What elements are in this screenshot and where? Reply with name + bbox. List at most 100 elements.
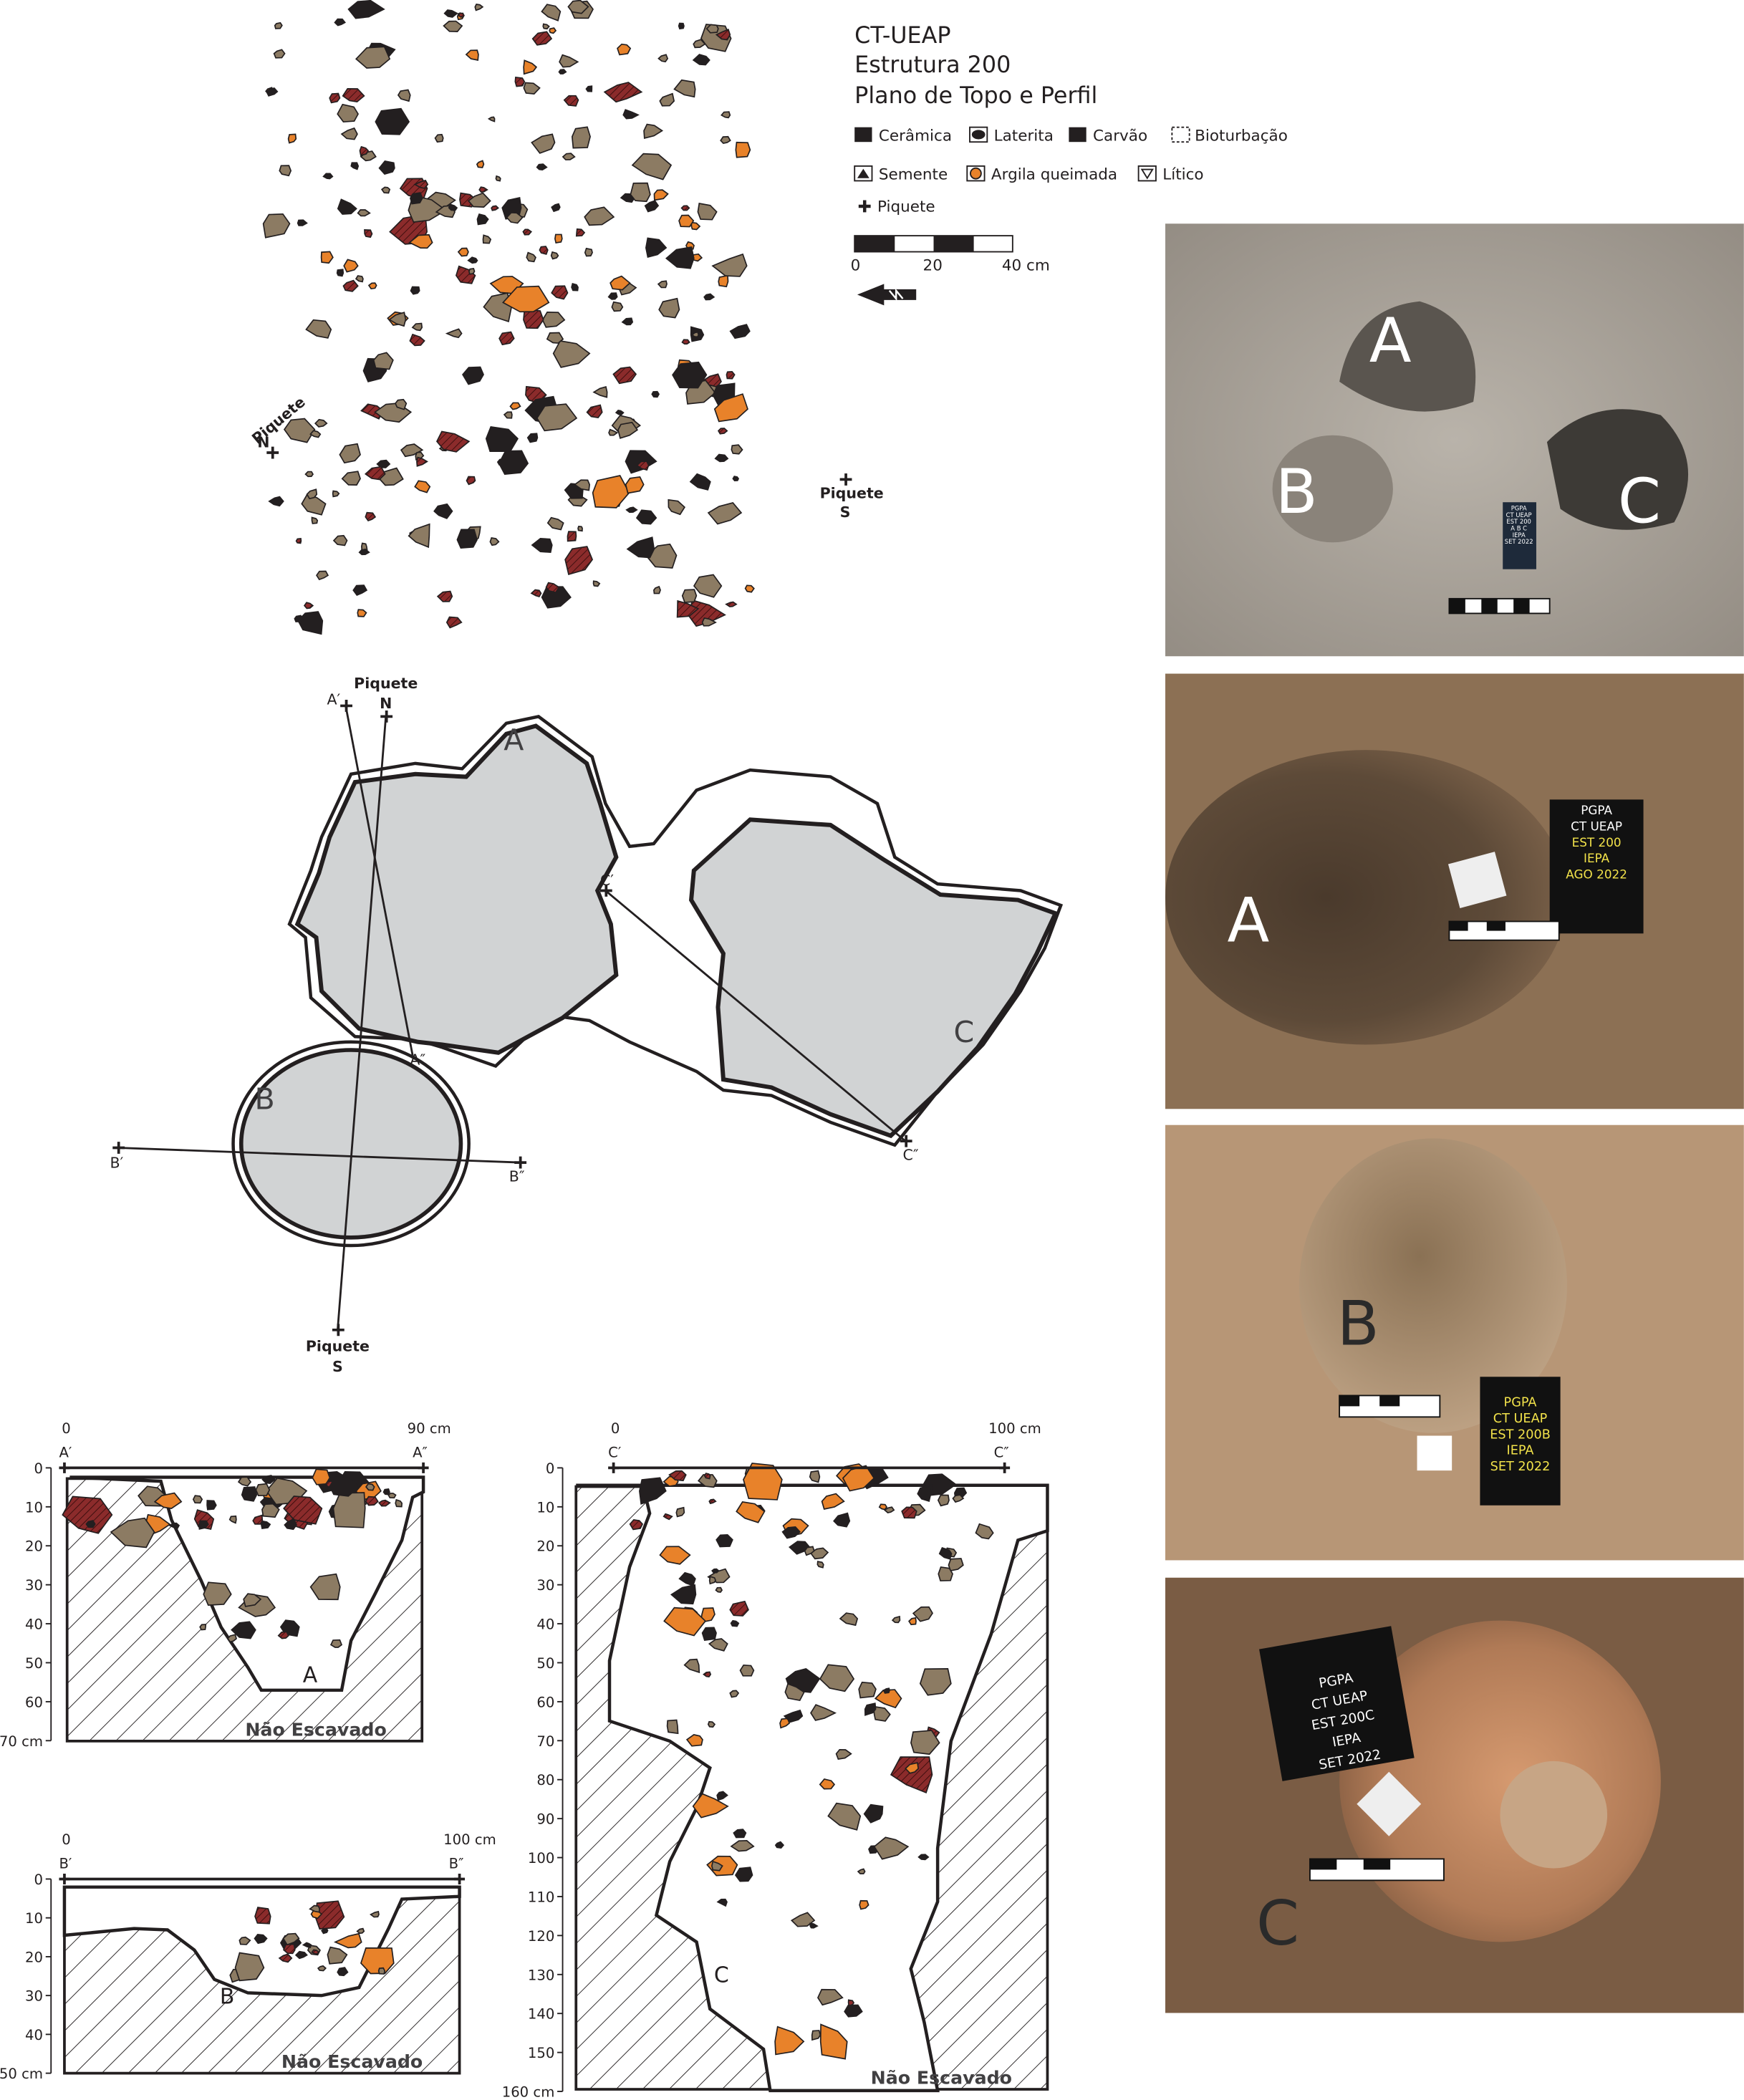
inclusion — [327, 1946, 348, 1965]
inclusion — [198, 1520, 209, 1530]
inclusion — [199, 1624, 207, 1631]
inclusion — [549, 27, 557, 34]
point-label: A″ — [410, 1051, 425, 1069]
inclusion — [617, 43, 632, 56]
inclusion — [458, 12, 465, 18]
north-arrow — [857, 284, 917, 306]
inclusion — [663, 1607, 707, 1637]
inclusion — [377, 1967, 386, 1975]
inclusion — [783, 1709, 804, 1723]
inclusion — [701, 617, 717, 627]
profile-inclusions — [62, 1463, 994, 2060]
inclusion — [703, 293, 716, 301]
inclusion — [554, 233, 563, 244]
inclusion — [536, 403, 578, 432]
inclusion — [575, 228, 586, 237]
inclusion — [873, 1836, 910, 1860]
inclusion — [584, 247, 593, 257]
inclusion — [673, 79, 696, 98]
inclusion — [710, 1860, 723, 1872]
inclusion — [678, 22, 685, 30]
inclusion — [445, 328, 463, 339]
inclusion — [668, 498, 685, 516]
inclusion — [266, 87, 279, 97]
icon — [1140, 168, 1154, 180]
photo — [1165, 1577, 1744, 2013]
x-label: 0 — [62, 1831, 71, 1848]
depth-label: 70 cm — [0, 1733, 43, 1750]
inclusion — [550, 251, 559, 260]
inclusion — [541, 312, 566, 328]
legend: Cerâmica Laterita Carvão Bioturbação Sem… — [851, 126, 1288, 306]
inclusion — [678, 214, 695, 228]
inclusion — [487, 116, 496, 122]
inclusion — [352, 584, 368, 597]
inclusion — [262, 213, 291, 239]
inclusion — [317, 1965, 327, 1972]
inclusion — [567, 0, 589, 14]
depth-label: 110 — [528, 1889, 554, 1905]
inclusion — [514, 76, 526, 87]
profile-c — [574, 1483, 1049, 2093]
inclusion — [443, 9, 458, 18]
end-label: B′ — [59, 1856, 72, 1872]
depth-label: 20 — [25, 1949, 43, 1965]
depth-label: 30 — [536, 1577, 554, 1594]
inclusion — [365, 511, 377, 522]
plan-outline — [112, 700, 1064, 1336]
icon — [1171, 126, 1190, 143]
inclusion — [901, 1506, 917, 1519]
inclusion — [577, 525, 583, 532]
inclusion — [874, 1689, 902, 1709]
inclusion — [717, 428, 728, 435]
inclusion — [358, 548, 370, 556]
inclusion — [388, 312, 407, 327]
inclusion — [681, 589, 698, 603]
inclusion — [625, 506, 638, 514]
inclusion — [340, 127, 358, 140]
photo — [1165, 673, 1744, 1109]
inclusion — [387, 1493, 397, 1499]
depth-label: 80 — [536, 1772, 554, 1788]
inclusion — [400, 443, 424, 458]
inclusion — [663, 1513, 673, 1521]
inclusion — [377, 1499, 391, 1507]
inclusion — [361, 542, 368, 551]
inclusion — [320, 251, 334, 264]
inclusion — [375, 107, 410, 135]
inclusion — [639, 1477, 667, 1505]
inclusion — [530, 589, 542, 598]
inclusion — [912, 1606, 934, 1622]
inclusion — [630, 182, 651, 203]
x-label: 0 — [62, 1420, 71, 1437]
inclusion — [409, 333, 425, 347]
inclusion — [380, 186, 391, 194]
inclusion — [685, 1733, 703, 1747]
depth-label: 30 — [25, 1577, 43, 1594]
depth-label: 20 — [25, 1538, 43, 1555]
inclusion — [304, 471, 314, 478]
inclusion — [337, 198, 357, 215]
inclusion — [465, 49, 479, 61]
board-text: CT UEAP — [1506, 511, 1532, 519]
photo-letter: A — [1228, 885, 1270, 957]
icon — [1069, 127, 1087, 143]
inclusion — [395, 398, 408, 410]
inclusion — [716, 1534, 733, 1548]
inclusion — [468, 267, 476, 275]
inclusion — [341, 471, 361, 486]
inclusion — [506, 212, 524, 224]
inclusion — [819, 1778, 836, 1790]
inclusion — [295, 537, 302, 544]
depth-label: 100 — [528, 1850, 554, 1867]
inclusion — [744, 584, 755, 593]
depth-label: 50 — [25, 1655, 43, 1672]
inclusion — [729, 324, 751, 339]
inclusion — [975, 1523, 994, 1540]
end-label: C′ — [608, 1444, 621, 1460]
inclusion — [713, 393, 748, 423]
inclusion — [657, 280, 668, 289]
inclusion — [563, 95, 579, 107]
inclusion — [625, 476, 645, 494]
inclusion — [531, 538, 553, 554]
